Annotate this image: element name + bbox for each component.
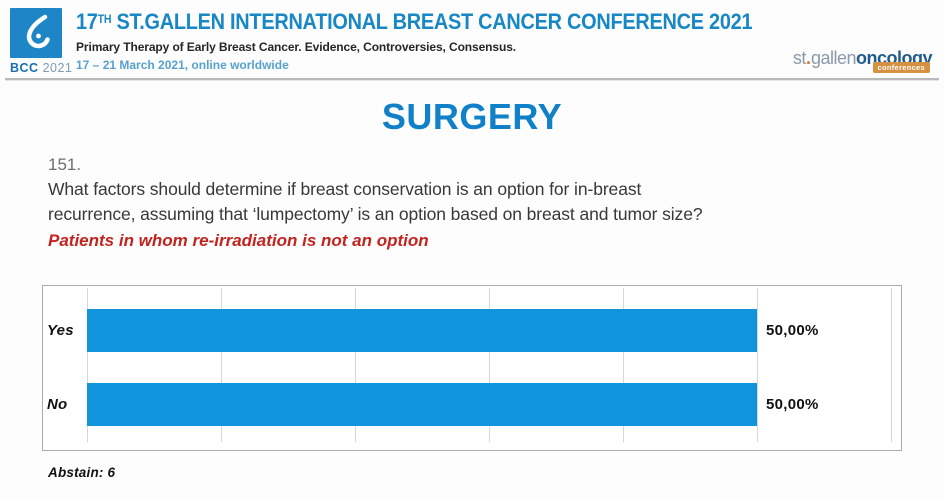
result-bar [87,309,757,352]
bar-row: Yes 50,00% [47,309,891,352]
logo-dot: . [805,48,811,68]
bcc-year: 2021 [42,61,73,75]
conference-title: 17TH ST.GALLEN INTERNATIONAL BREAST CANC… [76,9,753,35]
question-number: 151. [48,155,82,174]
conference-title-text: ST.GALLEN INTERNATIONAL BREAST CANCER CO… [111,9,753,34]
question-block: 151. What factors should determine if br… [48,152,868,253]
value-label: 50,00% [766,322,819,339]
gridline [220,288,222,442]
gridline [87,288,88,442]
header-divider [5,78,939,81]
category-label: Yes [47,322,74,339]
conference-subtitle: Primary Therapy of Early Breast Cancer. … [76,40,517,54]
bcc-logo: BCC 2021 [10,8,72,75]
gridline [622,288,624,442]
value-label: 50,00% [766,396,819,413]
conference-dates: 17 – 21 March 2021, online worldwide [76,58,289,72]
abstain-note: Abstain: 6 [48,465,116,480]
result-bar [87,383,757,426]
question-text-line: What factors should determine if breast … [48,179,642,199]
bcc-acronym: BCC [10,61,39,75]
logo-st: st [792,48,807,68]
plot-area: Yes 50,00% No 50,00% [47,286,892,450]
conference-title-number: 17 [76,9,98,34]
gridline [757,288,758,442]
question-text-line: recurrence, assuming that ‘lumpectomy’ i… [48,204,703,224]
question-note: Patients in whom re-irradiation is not a… [48,231,429,250]
gridline [489,288,490,442]
conference-header: BCC 2021 17TH ST.GALLEN INTERNATIONAL BR… [0,0,944,78]
conference-title-ordinal: TH [97,12,112,26]
page-title: SURGERY [381,96,563,137]
category-label: No [47,396,68,413]
bar-row: No 50,00% [47,383,891,426]
logo-gallen: gallen [810,48,857,68]
stgallen-oncology-logo: st.gallenoncology conferences [792,48,933,73]
poll-results-chart: Yes 50,00% No 50,00% [42,285,902,451]
conference-header-text: 17TH ST.GALLEN INTERNATIONAL BREAST CANC… [76,9,753,72]
bcc-drop-icon [10,8,62,58]
bcc-logo-caption: BCC 2021 [10,61,72,75]
logo-conferences-badge: conferences [872,62,930,73]
gridline [891,288,892,442]
gridline [354,288,356,442]
